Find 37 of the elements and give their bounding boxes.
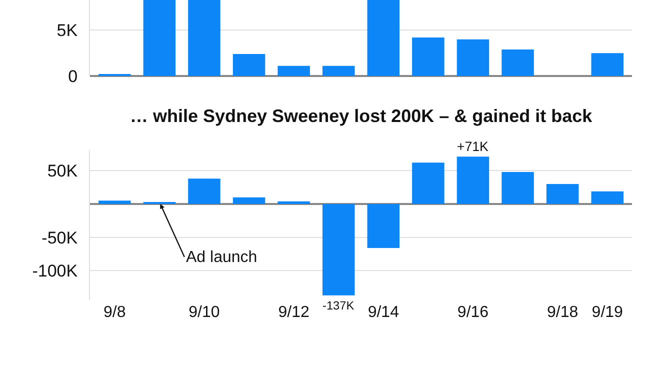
x-tick-label: 9/8 — [104, 304, 126, 321]
y-tick-label: 5K — [56, 21, 78, 40]
x-tick-label: 9/12 — [278, 304, 310, 321]
x-tick-label: 9/16 — [457, 304, 489, 321]
bar — [278, 66, 310, 76]
bar — [502, 172, 534, 204]
x-tick-label: 9/18 — [547, 304, 578, 321]
bar — [322, 66, 355, 76]
bar — [188, 0, 220, 76]
bar — [232, 54, 266, 76]
bar — [591, 191, 624, 204]
data-label: +71K — [456, 138, 489, 154]
x-tick-label: 9/19 — [592, 304, 624, 321]
bar — [188, 178, 220, 204]
chart-title: … while Sydney Sweeney lost 200K – & gained it back — [130, 106, 594, 126]
y-tick-label: 0 — [68, 66, 78, 86]
bar — [412, 38, 444, 76]
y-tick-label: -50K — [42, 228, 78, 248]
bar — [232, 197, 266, 204]
annotation: Ad launch — [186, 249, 258, 266]
bar — [412, 162, 444, 204]
bar — [143, 0, 176, 76]
bar — [502, 49, 534, 76]
bar — [322, 204, 355, 296]
x-tick-label: 9/14 — [368, 304, 400, 321]
bar — [367, 204, 400, 248]
y-tick-label: -100K — [32, 262, 78, 281]
bar — [456, 156, 490, 204]
y-tick-label: 50K — [47, 162, 78, 181]
bar — [456, 39, 490, 76]
x-tick-label: 9/10 — [188, 304, 220, 321]
bar — [98, 200, 131, 204]
bar — [546, 184, 579, 204]
bar — [278, 201, 310, 204]
bar — [591, 53, 624, 76]
data-label: -137K — [322, 298, 354, 312]
bar — [367, 0, 400, 76]
